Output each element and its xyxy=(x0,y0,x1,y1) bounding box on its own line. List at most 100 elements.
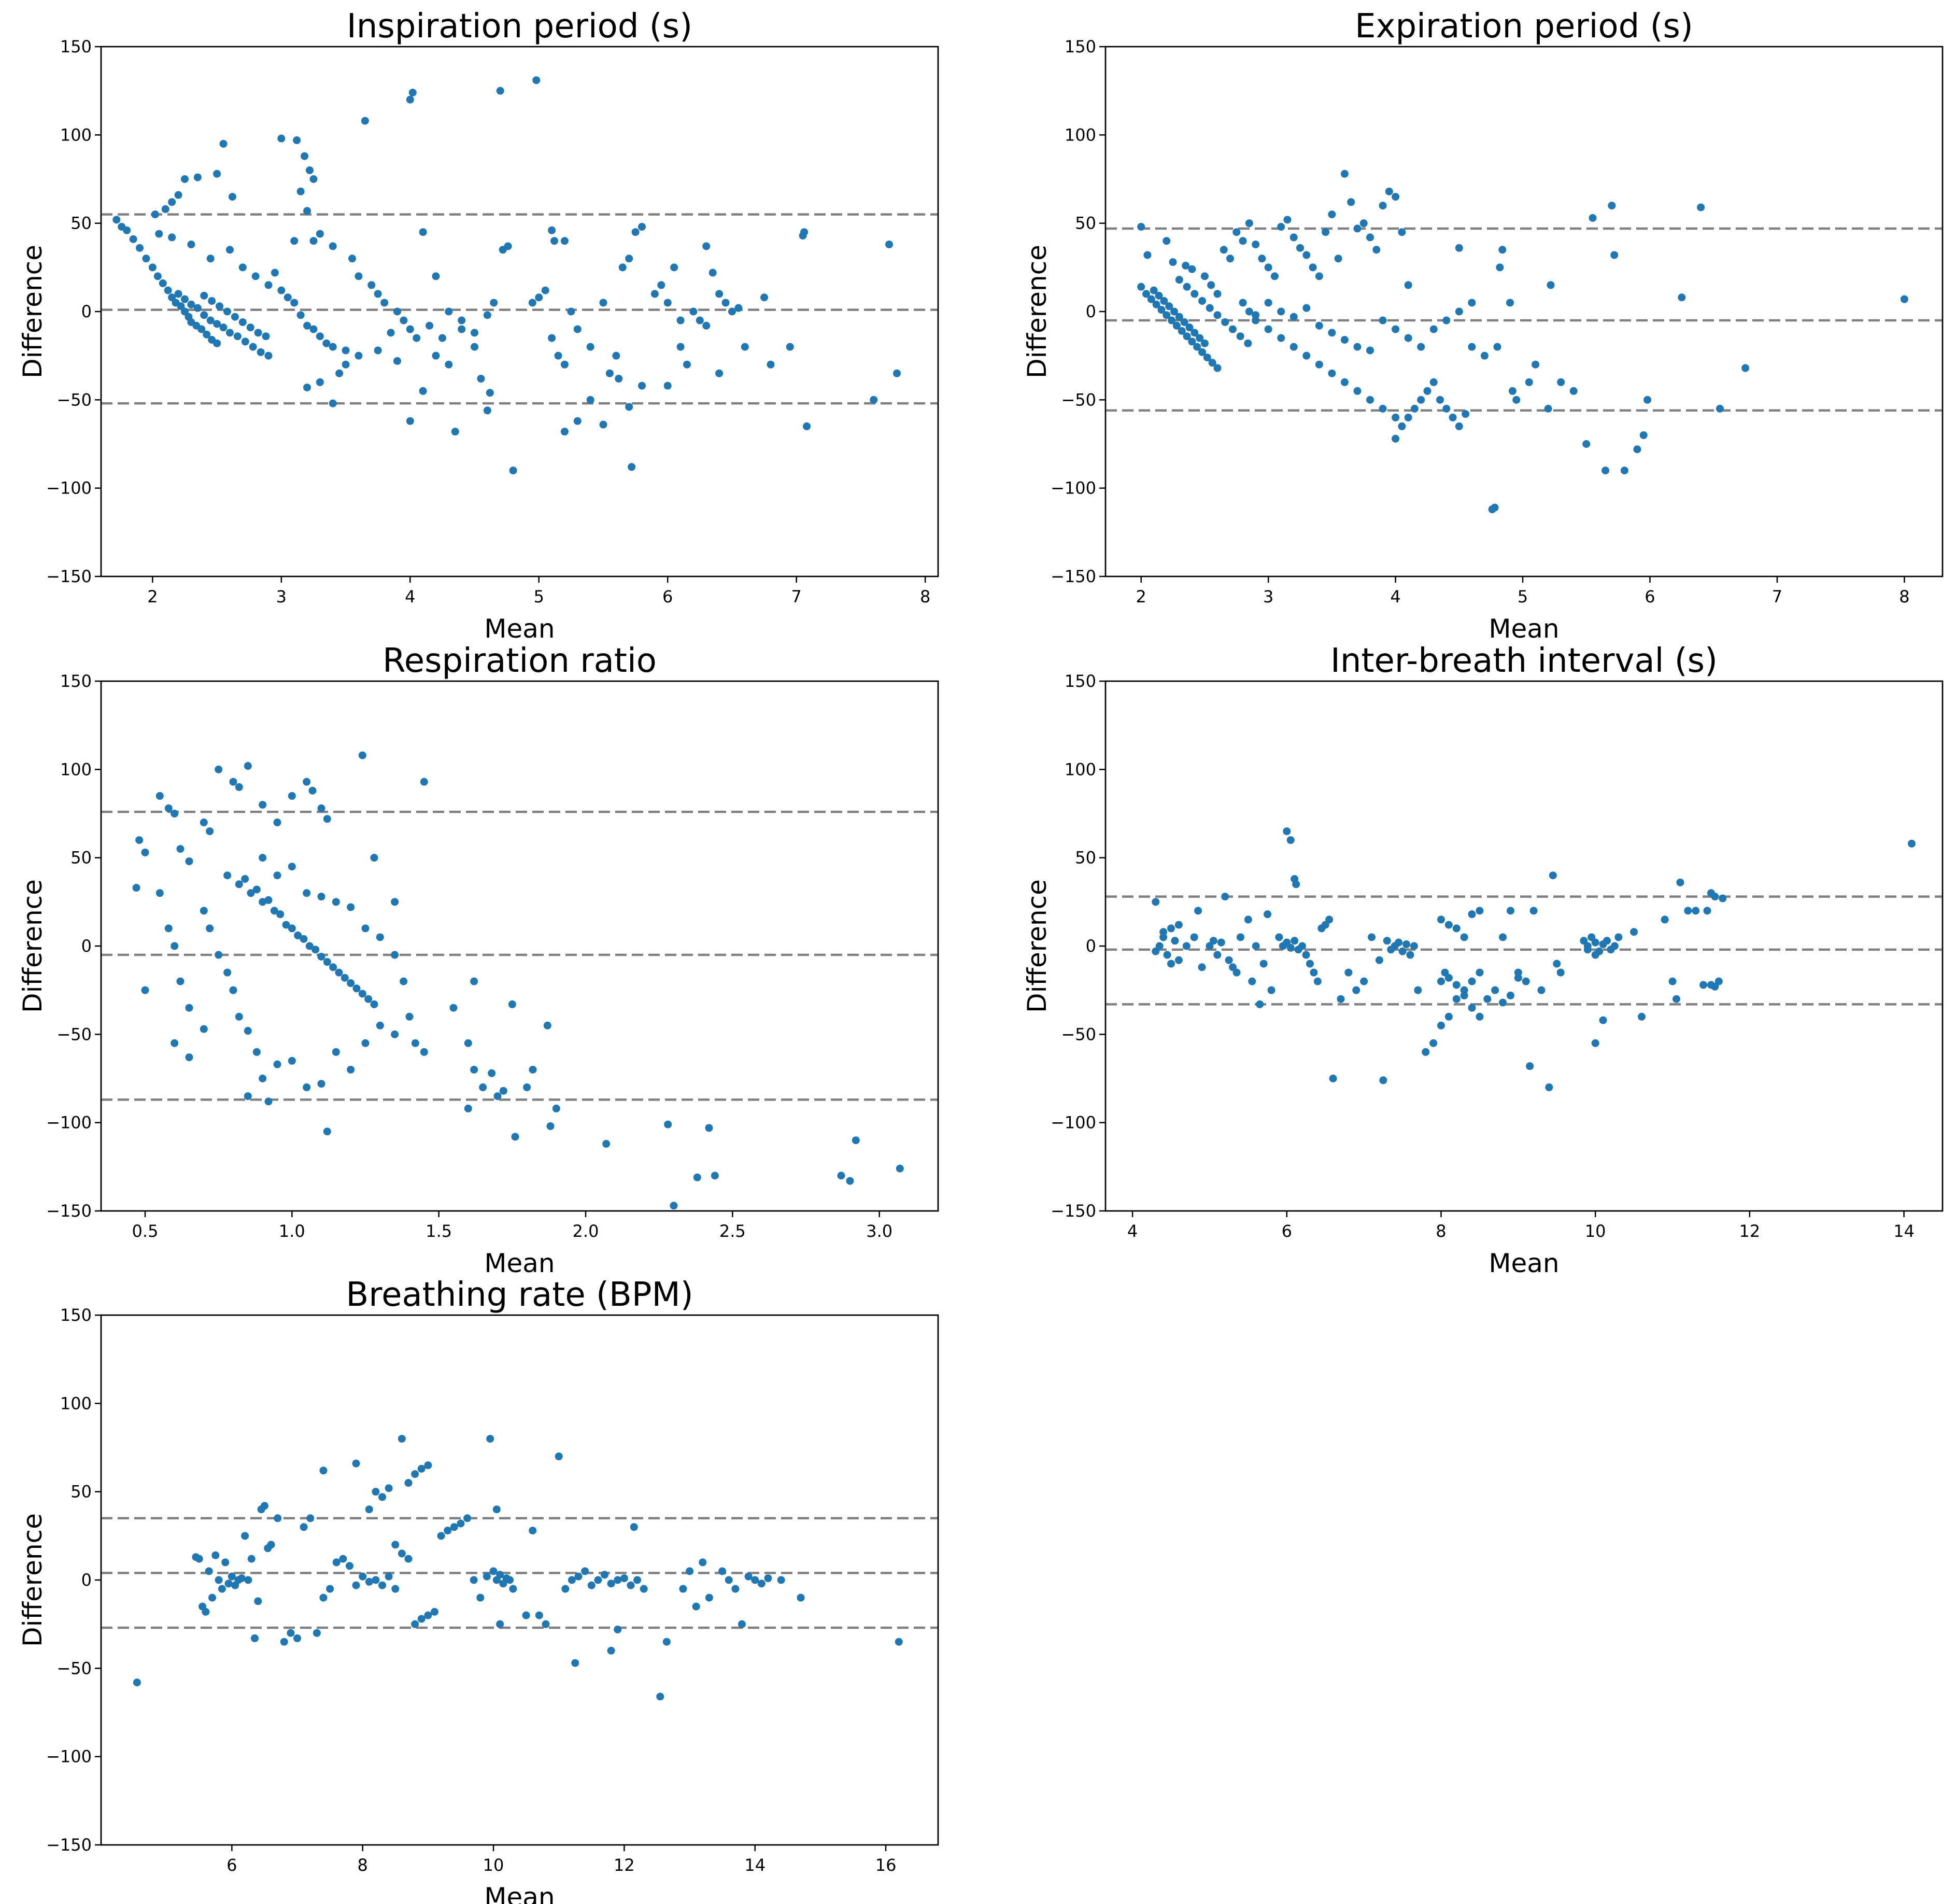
data-point xyxy=(1444,974,1453,982)
data-point xyxy=(1315,321,1323,330)
data-point xyxy=(1429,1039,1438,1047)
data-point xyxy=(1506,991,1514,999)
x-tick-label: 4 xyxy=(1390,587,1400,607)
data-point xyxy=(309,175,318,183)
data-point xyxy=(365,1505,373,1514)
data-point xyxy=(367,281,376,289)
data-point xyxy=(663,382,672,390)
data-point xyxy=(1213,951,1222,959)
data-point xyxy=(203,330,211,339)
data-point xyxy=(561,1585,570,1593)
data-point xyxy=(715,369,724,377)
data-point xyxy=(303,207,311,215)
data-point xyxy=(1436,396,1444,404)
data-point xyxy=(488,1069,496,1077)
data-point xyxy=(1379,316,1387,325)
data-point xyxy=(345,1562,353,1570)
data-point xyxy=(1163,311,1171,319)
axes-border xyxy=(100,46,939,577)
data-point xyxy=(1676,878,1684,886)
data-point xyxy=(594,1576,602,1584)
data-point xyxy=(296,311,305,319)
plot-area xyxy=(100,46,939,577)
x-tick-label: 7 xyxy=(791,587,802,607)
data-point xyxy=(1329,1075,1337,1082)
x-tick-label: 1.5 xyxy=(426,1221,452,1241)
data-point xyxy=(567,307,575,316)
data-point xyxy=(1907,839,1916,848)
data-point xyxy=(630,1523,638,1531)
y-tick-label: 150 xyxy=(1065,37,1096,57)
data-point xyxy=(1529,907,1538,915)
data-point xyxy=(309,325,318,333)
data-point xyxy=(511,1133,519,1141)
data-point xyxy=(174,290,182,298)
data-point xyxy=(1353,343,1362,351)
data-point xyxy=(1244,339,1252,347)
data-point xyxy=(136,244,144,252)
chart-title: Inspiration period (s) xyxy=(347,7,692,46)
data-point xyxy=(1537,986,1546,994)
y-tick-label: −100 xyxy=(1051,478,1096,498)
data-point xyxy=(185,1053,193,1062)
data-point xyxy=(370,854,378,862)
data-point xyxy=(185,1004,193,1012)
data-point xyxy=(1414,986,1422,994)
y-tick-label: −150 xyxy=(1051,1201,1096,1221)
data-point xyxy=(1340,336,1349,344)
data-point xyxy=(1298,942,1307,950)
data-point xyxy=(693,1173,701,1181)
data-point xyxy=(1703,907,1711,915)
data-point xyxy=(347,1065,355,1074)
data-point xyxy=(329,399,337,407)
data-point xyxy=(342,346,350,355)
data-point xyxy=(430,1607,438,1616)
data-point xyxy=(319,1593,328,1602)
data-point xyxy=(215,765,223,773)
data-point xyxy=(532,76,541,84)
data-point xyxy=(352,1581,360,1589)
data-point xyxy=(1340,378,1349,386)
data-point xyxy=(168,198,176,206)
data-point xyxy=(264,281,273,289)
x-tick-label: 8 xyxy=(1436,1221,1446,1241)
data-point xyxy=(322,339,331,347)
data-point xyxy=(1302,304,1311,312)
data-point xyxy=(1239,237,1247,245)
data-point xyxy=(479,1083,487,1092)
data-point xyxy=(492,1505,501,1514)
data-point xyxy=(1322,228,1330,236)
data-point xyxy=(657,281,665,289)
data-point xyxy=(1379,202,1387,210)
data-point xyxy=(323,1127,331,1136)
data-point xyxy=(777,1576,785,1584)
data-point xyxy=(361,1039,370,1047)
data-point xyxy=(1410,404,1419,413)
data-point xyxy=(1599,1016,1607,1024)
data-point xyxy=(1264,910,1272,919)
data-point xyxy=(1315,272,1323,280)
data-point xyxy=(1152,300,1160,308)
data-point xyxy=(264,351,273,360)
data-point xyxy=(398,1434,406,1443)
data-point xyxy=(200,311,208,319)
data-point xyxy=(317,1080,325,1088)
data-point xyxy=(1309,263,1317,272)
data-point xyxy=(380,299,389,307)
data-point xyxy=(614,1625,622,1633)
data-point xyxy=(1245,307,1253,316)
chart-title: Inter-breath interval (s) xyxy=(1330,642,1718,680)
data-point xyxy=(1711,893,1719,901)
data-point xyxy=(1232,968,1241,977)
data-point xyxy=(670,1202,678,1210)
data-point xyxy=(555,1452,563,1461)
data-point xyxy=(1277,222,1285,231)
data-point xyxy=(223,871,232,880)
data-point xyxy=(1334,255,1342,263)
data-point xyxy=(1455,307,1463,316)
data-point xyxy=(303,321,311,330)
data-point xyxy=(751,1576,759,1584)
data-point xyxy=(221,1558,230,1567)
data-point xyxy=(1452,995,1461,1003)
data-point xyxy=(1213,364,1222,372)
